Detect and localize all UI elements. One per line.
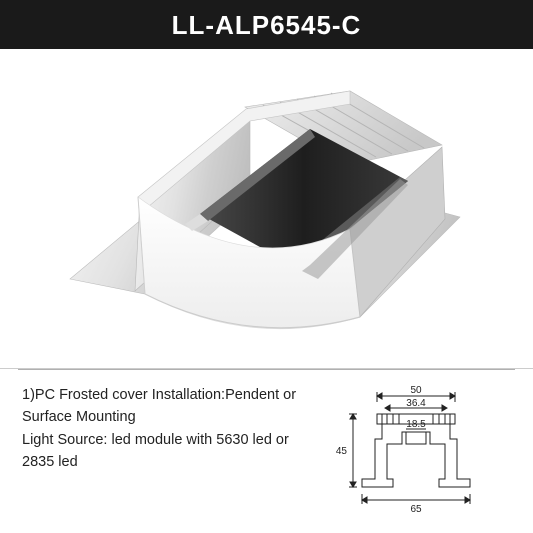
title-header: LL-ALP6545-C <box>0 0 533 49</box>
dim-flange: 65 <box>410 504 422 515</box>
dim-top-outer: 50 <box>410 385 422 396</box>
product-model-title: LL-ALP6545-C <box>0 10 533 41</box>
dim-top-inner: 36.4 <box>406 398 426 409</box>
bottom-section: 1)PC Frosted cover Installation:Pendent … <box>0 370 533 529</box>
dim-height: 45 <box>336 446 348 457</box>
dim-inner-channel: 18.5 <box>406 419 426 430</box>
spec-line-2: Light Source: led module with 5630 led o… <box>22 429 304 474</box>
cross-section-diagram: 50 36.4 18.5 <box>314 384 515 529</box>
spec-text-block: 1)PC Frosted cover Installation:Pendent … <box>22 384 304 529</box>
product-render <box>50 69 480 369</box>
product-image-area <box>0 49 533 369</box>
spec-line-1: 1)PC Frosted cover Installation:Pendent … <box>22 384 304 429</box>
